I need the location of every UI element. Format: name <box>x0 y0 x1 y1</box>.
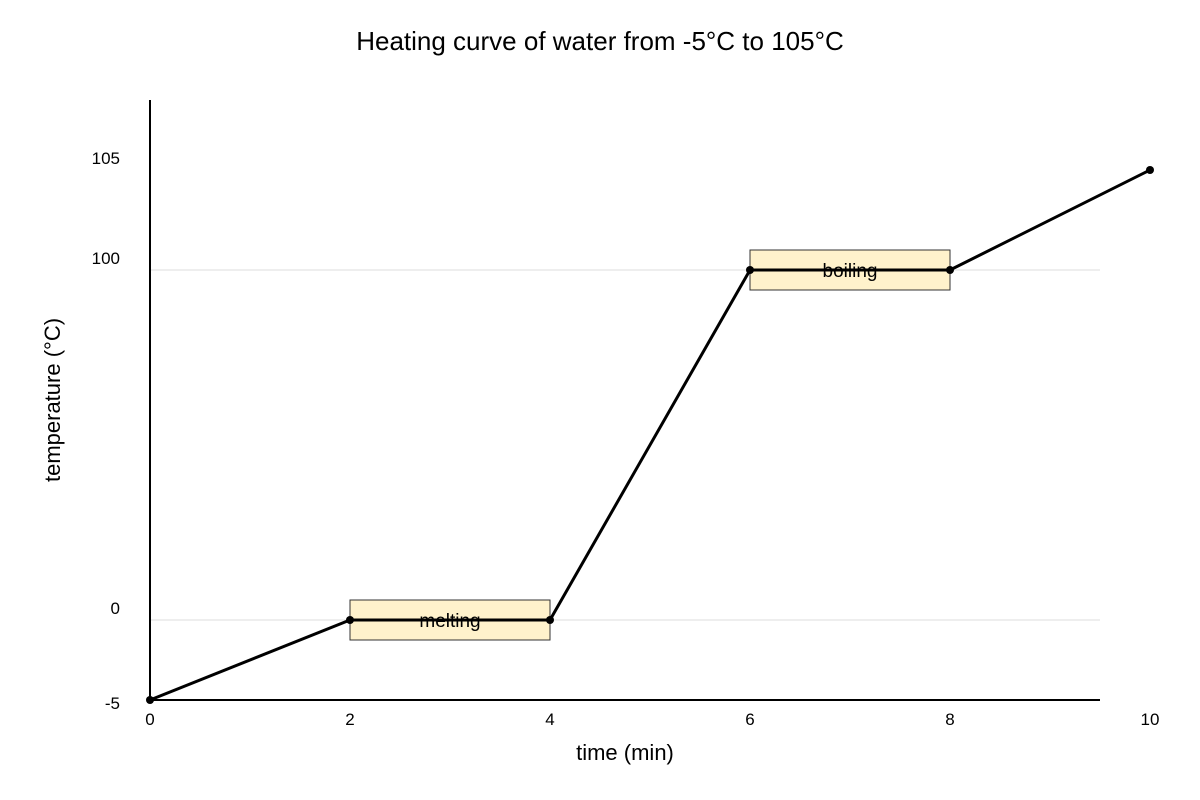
y-tick-label: 100 <box>92 249 120 268</box>
x-tick-labels: 0 2 4 6 8 10 <box>145 710 1159 729</box>
x-tick-label: 6 <box>745 710 754 729</box>
gridlines <box>150 269 1100 621</box>
x-axis-label: time (min) <box>576 740 674 765</box>
data-point <box>746 266 754 274</box>
data-point <box>946 266 954 274</box>
y-tick-label: -5 <box>105 694 120 713</box>
data-point <box>346 616 354 624</box>
x-tick-label: 8 <box>945 710 954 729</box>
x-tick-label: 2 <box>345 710 354 729</box>
y-tick-label: 105 <box>92 149 120 168</box>
data-point <box>546 616 554 624</box>
y-tick-label: 0 <box>111 599 120 618</box>
x-tick-label: 4 <box>545 710 554 729</box>
heating-curve-line <box>149 168 1151 702</box>
y-axis-label: temperature (°C) <box>40 318 65 482</box>
data-series <box>146 166 1154 704</box>
x-tick-label: 0 <box>145 710 154 729</box>
chart-title: Heating curve of water from -5°C to 105°… <box>356 26 844 56</box>
data-point <box>1146 166 1154 174</box>
y-tick-labels: -5 0 100 105 <box>92 149 120 713</box>
x-tick-label: 10 <box>1141 710 1160 729</box>
